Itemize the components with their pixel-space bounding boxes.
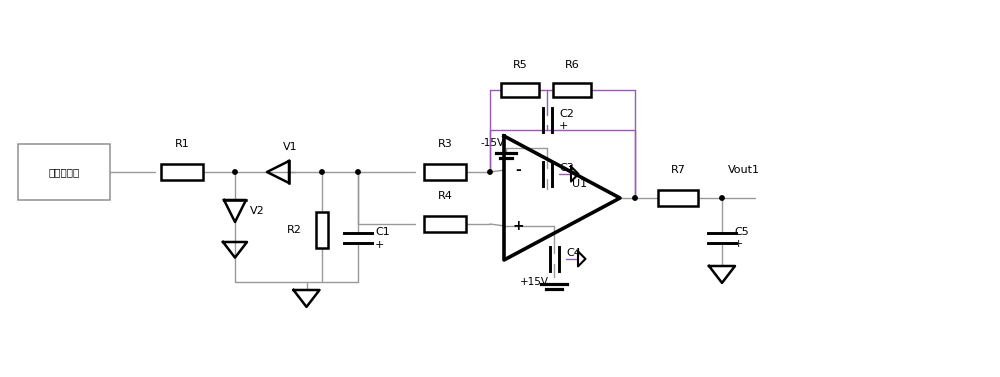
Text: C2: C2 [559,109,574,119]
Bar [424,164,466,180]
Bar [18,144,110,200]
Bar [424,216,466,232]
Text: U1: U1 [572,179,587,189]
Text: Vout1: Vout1 [728,165,760,175]
Text: C1: C1 [375,227,390,237]
Text: R5: R5 [513,60,527,70]
Text: V2: V2 [250,206,265,216]
Circle shape [720,196,724,200]
Text: C4: C4 [566,248,581,258]
Circle shape [320,170,324,174]
Bar [553,83,591,97]
Text: 输入信号一: 输入信号一 [48,167,80,177]
Circle shape [233,170,237,174]
Circle shape [488,170,492,174]
Bar [161,164,203,180]
Bar [658,190,698,206]
Text: R3: R3 [438,139,452,149]
Text: -15V: -15V [481,138,505,148]
Circle shape [633,196,637,200]
Text: V1: V1 [283,142,298,152]
Bar [501,83,539,97]
Text: R6: R6 [565,60,579,70]
Bar [316,212,328,248]
Text: +: + [559,121,568,131]
Text: R4: R4 [438,191,452,201]
Text: R1: R1 [175,139,189,149]
Text: +: + [734,239,743,249]
Text: R2: R2 [287,225,302,235]
Text: +15V: +15V [520,277,549,287]
Text: -: - [515,163,521,177]
Text: C3: C3 [559,163,574,173]
Text: C5: C5 [734,227,749,237]
Circle shape [356,170,360,174]
Text: R7: R7 [671,165,685,175]
Text: +: + [512,219,524,233]
Text: +: + [375,240,384,250]
